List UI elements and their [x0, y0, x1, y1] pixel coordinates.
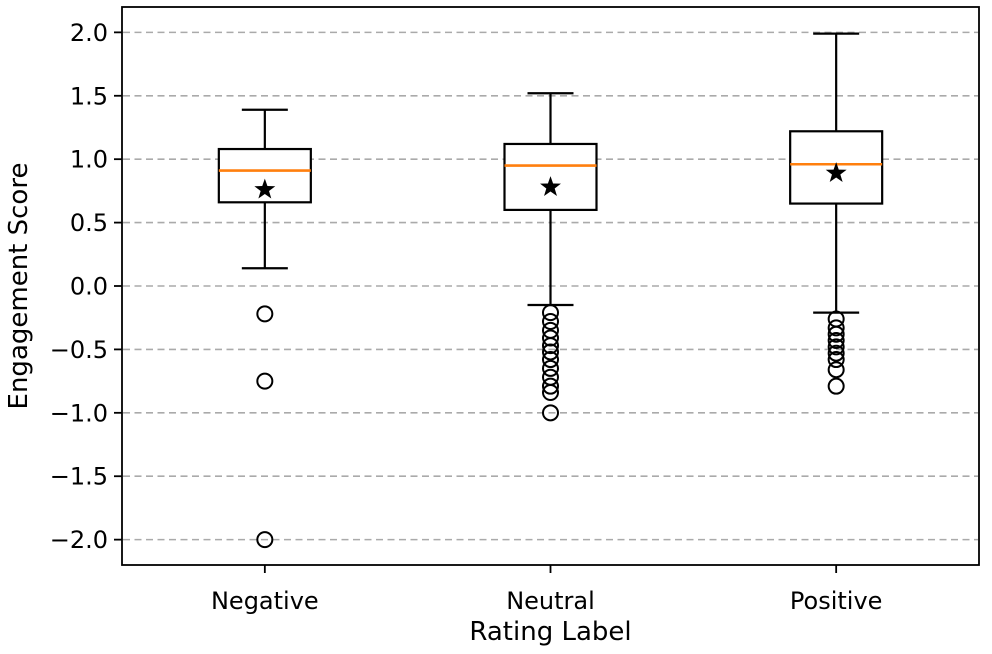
outlier-point: [827, 319, 845, 337]
outlier-point: [256, 372, 274, 390]
outlier-point: [827, 332, 845, 350]
outlier-point: [542, 351, 559, 369]
outlier-point: [542, 368, 559, 386]
outlier-point: [256, 305, 274, 323]
outlier-point: [542, 304, 559, 322]
y-tick-label: −1.5: [50, 463, 108, 491]
box-positive: [789, 130, 884, 205]
y-axis-label: Engagement Score: [4, 163, 34, 410]
outlier-point: [542, 359, 559, 377]
outlier-point: [827, 377, 845, 395]
outlier-point: [542, 313, 559, 331]
y-tick-label: 0.0: [70, 273, 108, 301]
y-tick-label: 2.0: [70, 19, 108, 47]
y-tick-label: 1.0: [70, 146, 108, 174]
box-negative: [217, 147, 312, 204]
outlier-point: [542, 337, 559, 355]
outlier-point: [827, 338, 845, 356]
x-tick-label-positive: Positive: [790, 587, 883, 615]
tick-layer: 2.0 1.5 1.0 0.5 0.0 −0.5 −1.0 −1.5 −2.0 Negative N…: [50, 19, 883, 615]
outlier-point: [542, 377, 559, 395]
outlier-point: [827, 344, 845, 362]
y-tick-label: 0.5: [70, 209, 108, 237]
box-layer: [217, 32, 884, 549]
outlier-point: [827, 325, 845, 343]
x-axis-label: Rating Label: [469, 617, 631, 647]
y-tick-label: −1.0: [50, 399, 108, 427]
outlier-point: [542, 384, 559, 402]
outlier-point: [827, 361, 845, 379]
mean-star-marker: [540, 176, 561, 196]
x-tick-label-neutral: Neutral: [506, 587, 595, 615]
x-tick-label-negative: Negative: [211, 587, 319, 615]
outlier-point: [542, 329, 559, 347]
outlier-point: [256, 531, 274, 549]
outlier-point: [542, 343, 559, 361]
outlier-point: [827, 351, 845, 369]
mean-star-marker: [825, 162, 847, 183]
y-tick-label: 1.5: [70, 82, 108, 110]
y-tick-label: −2.0: [50, 526, 108, 554]
y-tick-label: −0.5: [50, 336, 108, 364]
mean-star-marker: [254, 178, 276, 199]
outlier-point: [542, 404, 559, 422]
